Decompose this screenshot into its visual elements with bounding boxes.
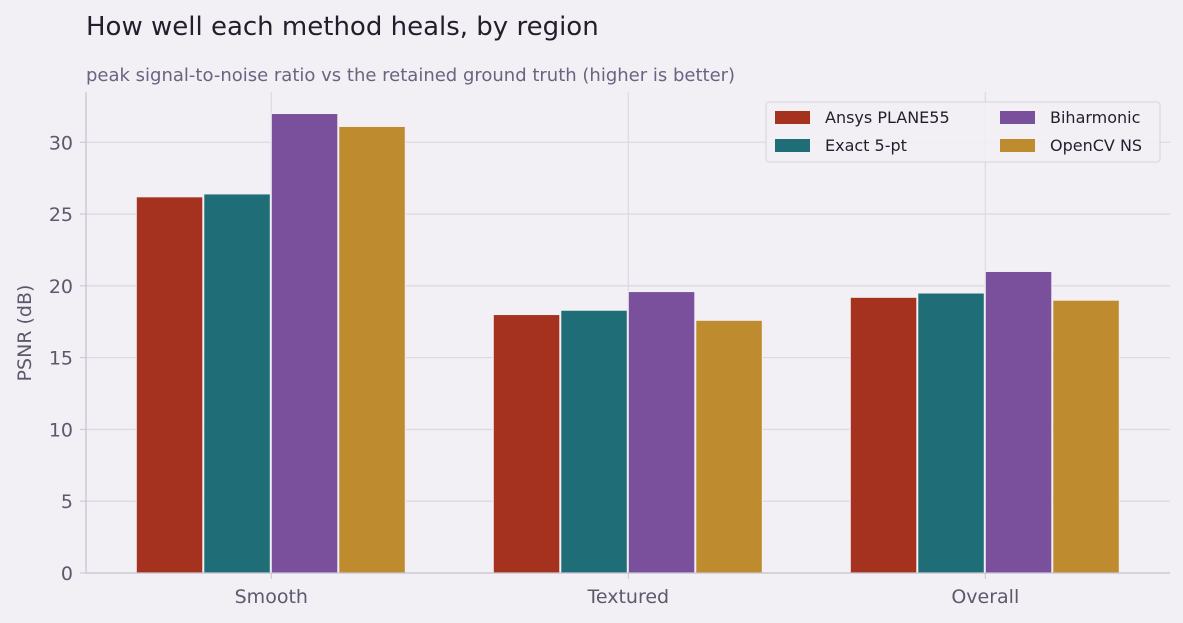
legend-label: Biharmonic — [1050, 108, 1140, 127]
bar — [338, 125, 406, 574]
legend-item: Biharmonic — [1000, 108, 1140, 127]
x-tick-label: Smooth — [235, 586, 308, 608]
legend-swatch — [1000, 111, 1035, 124]
legend-label: Ansys PLANE55 — [825, 108, 950, 127]
plot-area: 0 5 10 15 20 25 30 Smooth Textured Overall — [49, 92, 1170, 608]
x-tick-label: Overall — [951, 586, 1019, 608]
y-tick-label: 30 — [49, 132, 73, 154]
legend-items: Ansys PLANE55 Exact 5-pt Biharmonic OpenCV … — [775, 108, 1142, 155]
legend-label: OpenCV NS — [1050, 136, 1142, 155]
x-tick-labels: Smooth Textured Overall — [235, 586, 1020, 608]
y-tick-labels: 0 5 10 15 20 25 30 — [49, 132, 73, 585]
bar — [135, 196, 204, 574]
y-tick-label: 5 — [61, 491, 73, 513]
bar — [627, 291, 696, 574]
legend-swatch — [775, 111, 810, 124]
y-tick-label: 10 — [49, 419, 73, 441]
legend-swatch — [775, 139, 810, 152]
legend-swatch — [1000, 139, 1035, 152]
bar — [492, 314, 561, 574]
chart-title: How well each method heals, by region — [86, 12, 599, 42]
legend-item: Ansys PLANE55 — [775, 108, 950, 127]
chart-subtitle: peak signal-to-noise ratio vs the retain… — [86, 65, 735, 86]
bar — [560, 309, 628, 574]
y-tick-label: 0 — [61, 563, 73, 585]
bar — [917, 292, 985, 574]
legend-item: OpenCV NS — [1000, 136, 1142, 155]
bar — [270, 113, 339, 574]
bar — [695, 319, 763, 574]
bar — [849, 296, 918, 574]
legend-box — [765, 101, 1161, 163]
legend-item: Exact 5-pt — [775, 136, 907, 155]
axes — [80, 92, 1170, 579]
bar — [1052, 299, 1120, 574]
bar — [203, 193, 271, 574]
y-axis-label: PSNR (dB) — [14, 285, 36, 382]
legend-label: Exact 5-pt — [825, 136, 907, 155]
legend: Ansys PLANE55 Exact 5-pt Biharmonic OpenCV … — [765, 101, 1161, 163]
y-tick-label: 15 — [49, 348, 73, 370]
y-tick-label: 25 — [49, 204, 73, 226]
bar — [984, 270, 1053, 574]
x-tick-label: Textured — [586, 586, 669, 608]
y-tick-label: 20 — [49, 276, 73, 298]
